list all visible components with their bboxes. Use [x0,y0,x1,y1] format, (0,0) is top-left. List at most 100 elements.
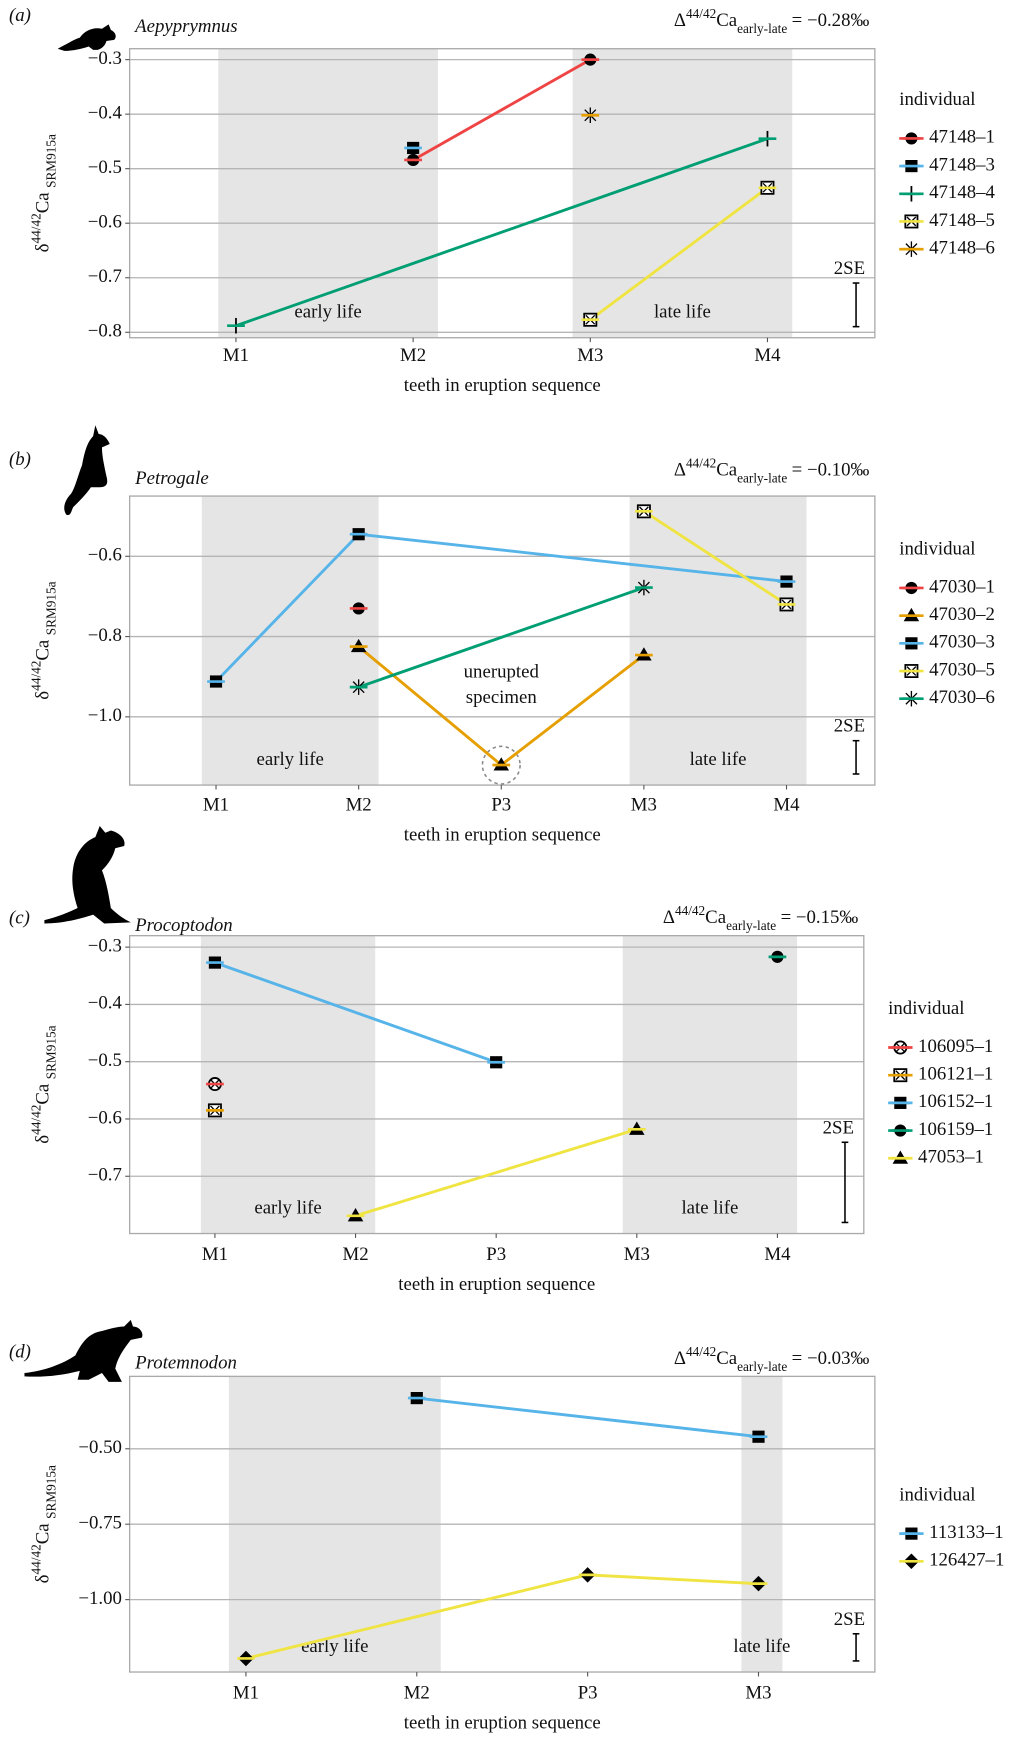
region-label: early life [257,749,324,770]
legend-entry: 47030–6 [899,687,995,708]
formula: δ44/42CaSRM915a [28,134,58,252]
figure: (a)AepyprymnusΔ44/42Caearly-late= −0.28‰… [0,0,1030,1744]
legend-label: 106152–1 [918,1091,993,1112]
base: Ca [716,1348,738,1369]
legend-entry: 47148–5 [899,210,995,231]
base: Ca [716,10,738,31]
formula: δ44/42CaSRM915a [28,581,58,699]
marker [903,160,921,172]
base: Ca [705,907,727,928]
subscript: early-late [737,21,787,36]
y-tick-label: −1.0 [88,705,122,726]
base: Ca [716,460,738,481]
x-axis-title: teeth in eruption sequence [404,1712,601,1733]
panel-label: (b) [9,449,31,470]
subscript: early-late [737,470,787,485]
x-tick-label: M3 [624,1244,650,1265]
panel-label: (c) [9,907,30,928]
chart-title: Procoptodon [134,915,233,936]
legend-entry: 47053–1 [888,1147,984,1168]
x-tick-label: P3 [578,1682,598,1703]
region-label: early life [294,302,361,323]
marker [903,608,921,621]
legend-entry: 47030–2 [899,604,995,625]
marker [903,1554,921,1570]
marker [903,241,921,257]
marker [778,598,796,610]
region-label: late life [690,749,747,770]
legend-label: 47030–6 [929,687,995,708]
se-label: 2SE [834,1609,865,1630]
legend-entry: 47148–1 [899,127,995,148]
value: = −0.28‰ [792,10,870,31]
superscript: 44/42 [28,213,43,243]
y-tick-label: −0.50 [78,1437,122,1458]
legend-label: 47148–4 [929,182,995,203]
subscript: early-late [737,1358,787,1373]
symbol: δ [33,1574,54,1583]
se-bar [853,1634,860,1661]
subscript: early-late [726,918,776,933]
x-tick-label: P3 [491,794,511,815]
legend-entry: 47030–3 [899,632,995,653]
legend-entry: 47030–1 [899,576,995,597]
x-tick-label: M1 [223,345,249,366]
y-tick-label: −0.8 [88,321,122,342]
base: Ca [33,192,54,214]
marker [903,1528,921,1540]
marker [206,1104,224,1116]
legend-label: 47030–3 [929,632,995,653]
legend-title: individual [899,89,975,110]
symbol: δ [33,1135,54,1144]
legend-label: 47030–2 [929,604,995,625]
marker [903,582,921,594]
legend-entry: 47030–5 [899,659,995,680]
y-tick-label: −0.4 [88,993,123,1014]
legend-entry: 126427–1 [899,1550,1004,1571]
y-tick-label: −0.6 [88,212,122,233]
symbol: Δ [674,1348,686,1369]
superscript: 44/42 [28,1105,43,1135]
series-line [356,1129,637,1215]
legend-entry: 47148–6 [899,237,995,258]
legend-title: individual [899,539,975,560]
superscript: 44/42 [686,455,716,470]
x-tick-label: M3 [745,1682,771,1703]
chart-title: Petrogale [134,468,209,489]
life-region [201,936,375,1234]
y-tick-label: −0.4 [88,102,123,123]
x-tick-label: M4 [754,345,781,366]
x-axis-title: teeth in eruption sequence [404,824,601,845]
x-tick-label: M4 [764,1244,791,1265]
marker [903,637,921,649]
x-tick-label: M3 [631,794,657,815]
x-axis-title: teeth in eruption sequence [398,1274,595,1295]
panel-label: (a) [9,5,31,26]
se-label: 2SE [834,716,865,737]
marker [487,1056,505,1068]
subscript: SRM915a [43,1025,58,1079]
marker [581,314,599,326]
legend-entry: 47148–4 [899,182,995,203]
symbol: δ [33,243,54,252]
superscript: 44/42 [675,903,705,918]
formula: Δ44/42Caearly-late= −0.15‰ [663,903,859,933]
formula: δ44/42CaSRM915a [28,1465,58,1583]
series-line [413,60,590,160]
se-bar [853,283,860,327]
se-bar [842,1142,849,1222]
legend-label: 47148–3 [929,154,995,175]
note-label: unerupted [464,662,540,683]
base: Ca [33,639,54,661]
y-tick-label: −0.75 [78,1513,122,1534]
legend-label: 47053–1 [918,1147,984,1168]
region-label: late life [733,1636,790,1657]
legend-label: 106121–1 [918,1064,993,1085]
value: = −0.10‰ [792,460,870,481]
region-label: late life [654,302,711,323]
chart-title: Aepyprymnus [133,16,237,37]
marker [891,1124,909,1136]
formula: Δ44/42Caearly-late= −0.10‰ [674,455,870,485]
base: Ca [33,1083,54,1105]
y-tick-label: −0.6 [88,545,122,566]
